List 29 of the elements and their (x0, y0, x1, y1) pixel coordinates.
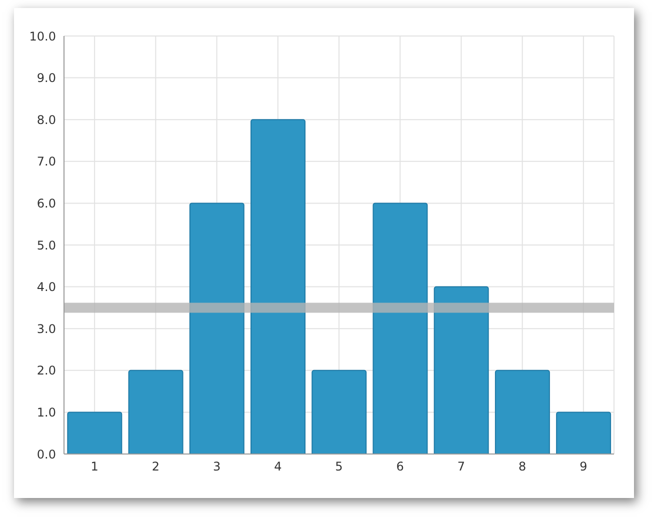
x-tick-label: 2 (152, 460, 160, 474)
x-tick-label: 8 (518, 460, 526, 474)
x-tick-label: 7 (457, 460, 466, 474)
bar (494, 370, 550, 454)
x-tick-label: 5 (335, 460, 343, 474)
x-tick-label: 6 (396, 460, 404, 474)
y-tick-label: 3.0 (36, 322, 56, 336)
y-tick-label: 10.0 (29, 29, 56, 44)
bar (250, 119, 306, 454)
x-tick-label: 1 (90, 460, 98, 474)
x-tick-label: 3 (212, 460, 221, 474)
bar (67, 412, 122, 454)
bar (189, 202, 244, 454)
x-tick-label: 9 (580, 460, 588, 474)
bar (556, 412, 612, 454)
bar (372, 202, 428, 454)
y-tick-label: 2.0 (36, 364, 56, 378)
y-tick-label: 8.0 (36, 112, 56, 127)
y-tick-label: 6.0 (36, 196, 56, 210)
bar (434, 286, 489, 454)
y-tick-label: 7.0 (36, 154, 56, 169)
y-tick-label: 4.0 (36, 280, 56, 294)
x-tick-label: 4 (274, 460, 282, 474)
y-tick-label: 5.0 (36, 238, 56, 252)
bar (312, 370, 367, 454)
y-tick-label: 0.0 (36, 447, 56, 462)
bar (128, 370, 184, 454)
y-tick-label: 1.0 (36, 405, 56, 420)
y-tick-label: 9.0 (36, 71, 56, 86)
